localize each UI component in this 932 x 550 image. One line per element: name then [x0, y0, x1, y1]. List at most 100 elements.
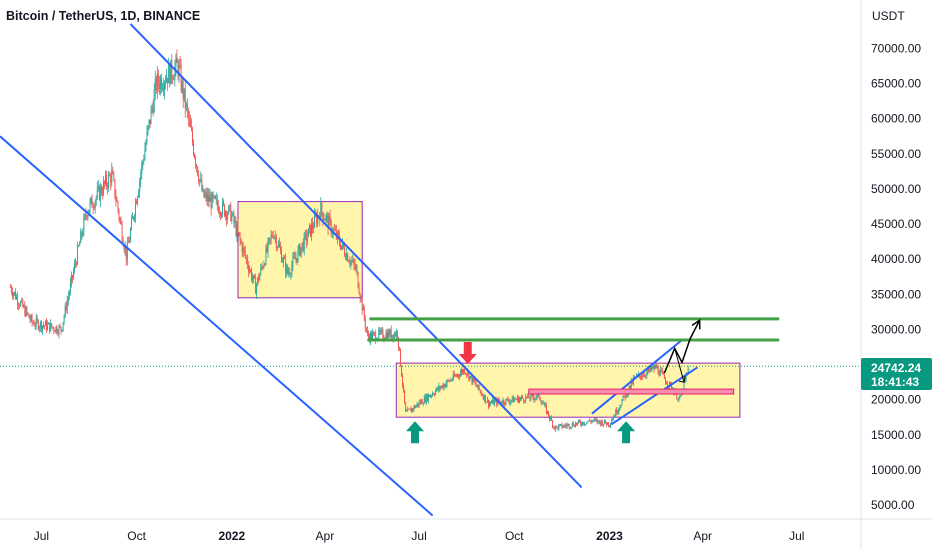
candle-body: [348, 261, 350, 263]
candle-body: [123, 246, 125, 251]
candle-body: [405, 402, 407, 412]
candle-body: [685, 375, 687, 380]
candle-body: [400, 348, 401, 366]
candle-body: [615, 409, 617, 417]
candle-body: [503, 400, 505, 404]
candle-body: [272, 236, 274, 238]
candle-body: [443, 384, 445, 389]
candle-body: [481, 394, 483, 396]
candle-body: [297, 249, 299, 262]
candle-body: [564, 425, 566, 426]
candle-body: [516, 396, 518, 400]
candle-body: [391, 334, 393, 338]
candle-body: [236, 225, 238, 236]
candle-body: [494, 400, 496, 405]
candle-body: [612, 419, 614, 422]
candle-body: [303, 234, 305, 251]
candle-body: [277, 243, 279, 247]
candle-body: [264, 264, 266, 266]
candle-body: [44, 325, 45, 327]
candle-body: [129, 229, 131, 241]
candle-body: [363, 307, 365, 319]
candle-body: [276, 246, 278, 248]
projection-alt-arrowhead: [678, 376, 686, 383]
candle-body: [445, 383, 447, 387]
candle-body: [302, 242, 304, 251]
y-tick-label: 10000.00: [871, 463, 921, 477]
candle-body: [79, 243, 81, 246]
candle-body: [88, 210, 90, 213]
candle-body: [593, 419, 595, 421]
candle-body: [326, 215, 328, 217]
candle-body: [409, 408, 411, 410]
candle-body: [483, 395, 485, 400]
candle-body: [419, 402, 421, 404]
candle-body: [373, 332, 375, 334]
candle-body: [676, 390, 678, 399]
candle-body: [81, 231, 83, 236]
candle-body: [471, 375, 473, 383]
candle-body: [60, 326, 62, 331]
candle-body: [379, 330, 381, 333]
candle-body: [55, 326, 57, 332]
candle-body: [322, 212, 324, 221]
candle-body: [46, 321, 48, 330]
candle-body: [35, 318, 37, 326]
candle-body: [149, 119, 151, 124]
candle-body: [227, 214, 229, 220]
candle-body: [324, 219, 326, 221]
candle-body: [223, 201, 224, 205]
candle-body: [185, 103, 187, 109]
candle-body: [433, 393, 435, 395]
candle-body: [546, 411, 548, 414]
projection-arrowhead: [691, 318, 701, 330]
candle-body: [464, 369, 466, 374]
y-tick-label: 40000.00: [871, 252, 921, 266]
candle-body: [90, 197, 92, 202]
candle-body: [102, 193, 103, 195]
candle-body: [33, 323, 35, 326]
candle-body: [614, 416, 616, 418]
candle-body: [505, 398, 507, 405]
currency-label: USDT: [872, 9, 905, 23]
candle-body: [551, 417, 553, 421]
candle-body: [540, 400, 542, 404]
candle-body: [156, 73, 158, 90]
candle-body: [114, 179, 116, 197]
candle-body: [446, 380, 448, 384]
candle-body: [643, 374, 645, 377]
candle-body: [147, 126, 149, 132]
candle-body: [50, 323, 52, 332]
candle-body: [107, 185, 109, 188]
candle-body: [119, 218, 121, 220]
candle-body: [621, 400, 623, 406]
x-tick-label: 2023: [596, 529, 623, 543]
candle-body: [137, 196, 139, 204]
candle-body: [414, 405, 416, 408]
candle-body: [656, 366, 658, 368]
candle-body: [330, 220, 332, 234]
candles: [9, 49, 690, 432]
candle-body: [248, 270, 250, 272]
candle-body: [592, 420, 594, 422]
candle-body: [500, 401, 502, 404]
candle-body: [141, 163, 143, 174]
candle-body: [571, 423, 573, 427]
candle-body: [86, 216, 88, 218]
candle-body: [463, 369, 465, 373]
candle-body: [350, 260, 352, 264]
candle-body: [301, 242, 303, 248]
candle-body: [186, 103, 188, 111]
y-tick-label: 35000.00: [871, 287, 921, 301]
candle-body: [323, 219, 325, 221]
candle-body: [136, 201, 138, 204]
candle-body: [135, 201, 137, 216]
candle-body: [254, 275, 256, 278]
candle-body: [561, 424, 563, 428]
candle-body: [95, 197, 97, 201]
candle-body: [476, 385, 478, 388]
candle-body: [664, 378, 666, 383]
candle-body: [457, 374, 459, 376]
